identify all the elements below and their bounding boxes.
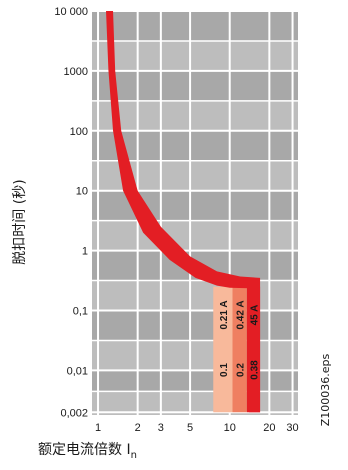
grid-band — [92, 190, 298, 221]
band-label-2-2: 0.42 A — [236, 300, 247, 329]
x-tick-label: 10 — [224, 422, 236, 434]
side-note: Z100036.eps — [319, 353, 332, 426]
band-1 — [213, 286, 233, 413]
band-label-1-2: 0.21 A — [219, 300, 230, 329]
grid — [92, 10, 298, 415]
grid-band — [92, 310, 298, 341]
y-tick-label: 1000 — [64, 66, 88, 78]
y-tick-label: 10 — [76, 186, 88, 198]
x-axis-label: 额定电流倍数 In — [38, 442, 137, 461]
x-tick-label: 3 — [158, 422, 164, 434]
y-tick-label: 0,002 — [60, 407, 88, 419]
y-axis-label: 脱扣时间 (秒) — [12, 179, 28, 264]
y-tick-label: 1 — [82, 246, 88, 258]
y-tick-label: 0,01 — [67, 365, 88, 377]
x-tick-label: 30 — [286, 422, 298, 434]
x-tick-label: 1 — [95, 422, 101, 434]
y-tick-labels: 10 000 1000 100 10 1 0,1 0,01 0,002 — [54, 6, 88, 419]
grid-band — [92, 70, 298, 101]
grid-band — [92, 370, 298, 392]
x-tick-label: 2 — [135, 422, 141, 434]
y-tick-label: 100 — [70, 126, 88, 138]
band-label-2-1: 0.2 — [236, 363, 247, 377]
band-2 — [232, 286, 247, 413]
x-axis-label-main: 额定电流倍数 I — [38, 442, 131, 458]
tripping-curve — [106, 11, 261, 413]
x-axis-label-subscript: n — [131, 450, 137, 461]
y-tick-label: 0,1 — [73, 305, 88, 317]
x-tick-labels: 1 2 3 5 10 20 30 — [95, 422, 299, 434]
x-tick-label: 5 — [187, 422, 193, 434]
band-label-3-1: 0.38 — [249, 360, 260, 380]
band-label-3-2: 45 A — [249, 305, 260, 326]
x-tick-label: 20 — [263, 422, 275, 434]
band-labels: 0.1 0.21 A 0.2 0.42 A 0.38 45 A — [219, 300, 261, 379]
y-tick-label: 10 000 — [54, 6, 88, 18]
grid-band — [92, 11, 298, 41]
band-label-1-1: 0.1 — [219, 363, 230, 377]
